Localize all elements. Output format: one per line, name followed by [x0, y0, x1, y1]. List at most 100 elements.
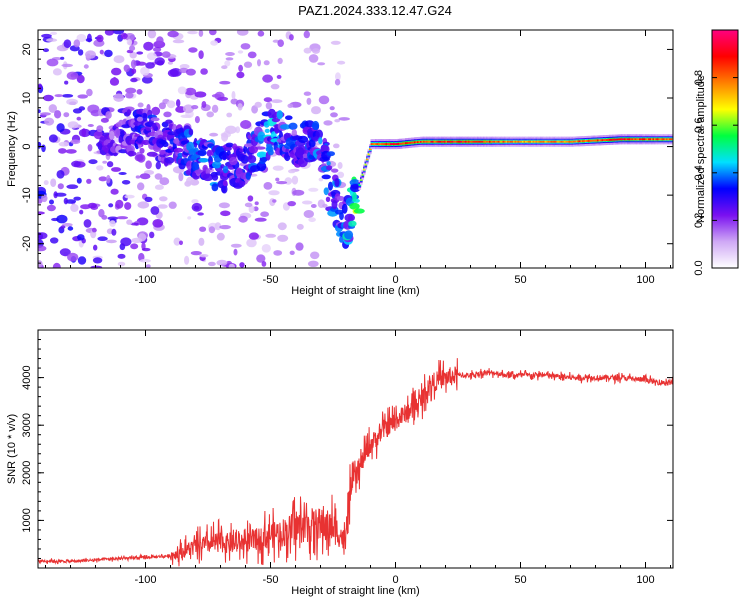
- heatmap-cell-523: [149, 231, 155, 239]
- heatmap-cell-817: [243, 145, 248, 154]
- heatmap-cell-395: [113, 55, 125, 64]
- heatmap-cell-816: [240, 172, 248, 180]
- heatmap-cell-456: [225, 57, 234, 61]
- heatmap-cell-492: [179, 240, 183, 246]
- heatmap-cell-1584: [561, 140, 564, 143]
- heatmap-cell-1736: [618, 138, 621, 141]
- heatmap-cell-1060: [364, 163, 368, 166]
- heatmap-cell-1508: [532, 140, 536, 143]
- heatmap-cell-1684: [598, 139, 602, 142]
- heatmap-cell-454: [106, 174, 111, 184]
- heatmap-cell-1796: [640, 138, 644, 141]
- heatmap-cell-1392: [489, 140, 492, 143]
- heatmap-cell-1035: [352, 191, 357, 202]
- heatmap-cell-865: [267, 149, 274, 156]
- heatmap-cell-1032: [349, 202, 360, 210]
- heatmap-cell-638: [152, 122, 157, 129]
- heatmap-cell-35: [136, 61, 147, 66]
- heatmap-cell-426: [277, 39, 285, 47]
- heatmap-cell-1176: [408, 141, 411, 144]
- heatmap-cell-1100: [379, 143, 383, 146]
- heatmap-cell-347: [317, 62, 326, 66]
- heatmap-cell-279: [38, 232, 44, 241]
- heatmap-cell-1604: [568, 140, 572, 143]
- heatmap-cell-301: [52, 262, 61, 268]
- heatmap-cell-1464: [516, 140, 519, 143]
- heatmap-cell-1440: [507, 140, 510, 143]
- heatmap-cell-335: [111, 67, 122, 76]
- heatmap-cell-1412: [496, 140, 500, 143]
- heatmap-cell-1200: [417, 141, 420, 144]
- spectrogram-x-label: Height of straight line (km): [291, 285, 419, 297]
- heatmap-cell-516: [120, 32, 128, 40]
- heatmap-cell-1608: [570, 140, 573, 143]
- heatmap-cell-1816: [648, 138, 651, 141]
- heatmap-cell-66: [184, 87, 197, 96]
- heatmap-cell-1320: [462, 140, 465, 143]
- heatmap-cell-233: [111, 228, 117, 236]
- heatmap-cell-461: [244, 202, 253, 208]
- heatmap-cell-325: [263, 60, 270, 66]
- heatmap-cell-112: [253, 206, 259, 212]
- heatmap-cell-1776: [633, 138, 636, 141]
- heatmap-cell-45: [76, 74, 85, 84]
- heatmap-cell-312: [172, 39, 185, 44]
- heatmap-cell-1568: [555, 140, 558, 143]
- heatmap-cell-572: [118, 136, 123, 144]
- heatmap-cell-1700: [604, 139, 608, 142]
- heatmap-cell-206: [240, 120, 252, 129]
- heatmap-cell-1760: [627, 138, 630, 141]
- heatmap-cell-1148: [397, 142, 401, 145]
- heatmap-cell-1376: [483, 140, 486, 143]
- heatmap-cell-1788: [637, 138, 641, 141]
- heatmap-cell-431: [43, 48, 49, 53]
- heatmap-cell-1484: [523, 140, 527, 143]
- heatmap-cell-423: [210, 40, 219, 46]
- heatmap-cell-1296: [453, 140, 456, 143]
- heatmap-cell-1084: [373, 143, 377, 146]
- snr-x-tick-label--50: -50: [263, 574, 279, 586]
- heatmap-cell-384: [120, 237, 132, 247]
- heatmap-cell-173: [329, 106, 335, 111]
- heatmap-cell-437: [308, 187, 319, 192]
- heatmap-cell-253: [58, 148, 67, 154]
- spectrogram-heatmap: [38, 30, 673, 268]
- heatmap-cell-1704: [606, 139, 609, 141]
- heatmap-cell-495: [87, 124, 94, 127]
- heatmap-cell-178: [92, 257, 103, 264]
- heatmap-cell-1836: [655, 138, 659, 141]
- spec-y-tick-label-20: 20: [21, 43, 33, 55]
- heatmap-cell-998: [331, 200, 338, 210]
- heatmap-cell-521: [167, 30, 179, 38]
- heatmap-cell-498: [334, 119, 341, 123]
- heatmap-cell-1356: [475, 140, 479, 143]
- heatmap-cell-269: [303, 91, 312, 96]
- heatmap-cell-1848: [660, 138, 663, 141]
- heatmap-cell-1624: [576, 140, 579, 143]
- heatmap-cell-1168: [405, 142, 408, 145]
- heatmap-cell-632: [150, 117, 160, 122]
- heatmap-cell-1492: [526, 140, 530, 143]
- heatmap-cell-436: [180, 114, 192, 119]
- heatmap-cell-375: [185, 68, 196, 76]
- heatmap-cell-56: [335, 72, 341, 81]
- heatmap-cell-684: [173, 147, 184, 153]
- heatmap-cell-369: [254, 101, 262, 108]
- heatmap-cell-285: [108, 203, 114, 208]
- heatmap-cell-1264: [441, 140, 444, 143]
- heatmap-cell-910: [288, 122, 298, 130]
- heatmap-cell-460: [154, 57, 165, 66]
- heatmap-cell-228: [134, 154, 144, 162]
- heatmap-cell-248: [50, 31, 58, 35]
- heatmap-cell-953: [308, 138, 316, 148]
- heatmap-cell-1204: [418, 140, 422, 143]
- heatmap-cell-123: [70, 139, 81, 145]
- heatmap-cell-762: [212, 161, 222, 169]
- heatmap-cell-982: [323, 187, 329, 196]
- heatmap-cell-1772: [631, 138, 635, 141]
- heatmap-cell-592: [127, 150, 137, 157]
- heatmap-cell-465: [254, 217, 267, 222]
- heatmap-cell-415: [201, 101, 207, 108]
- heatmap-cell-341: [303, 47, 312, 54]
- heatmap-cell-510: [191, 105, 199, 110]
